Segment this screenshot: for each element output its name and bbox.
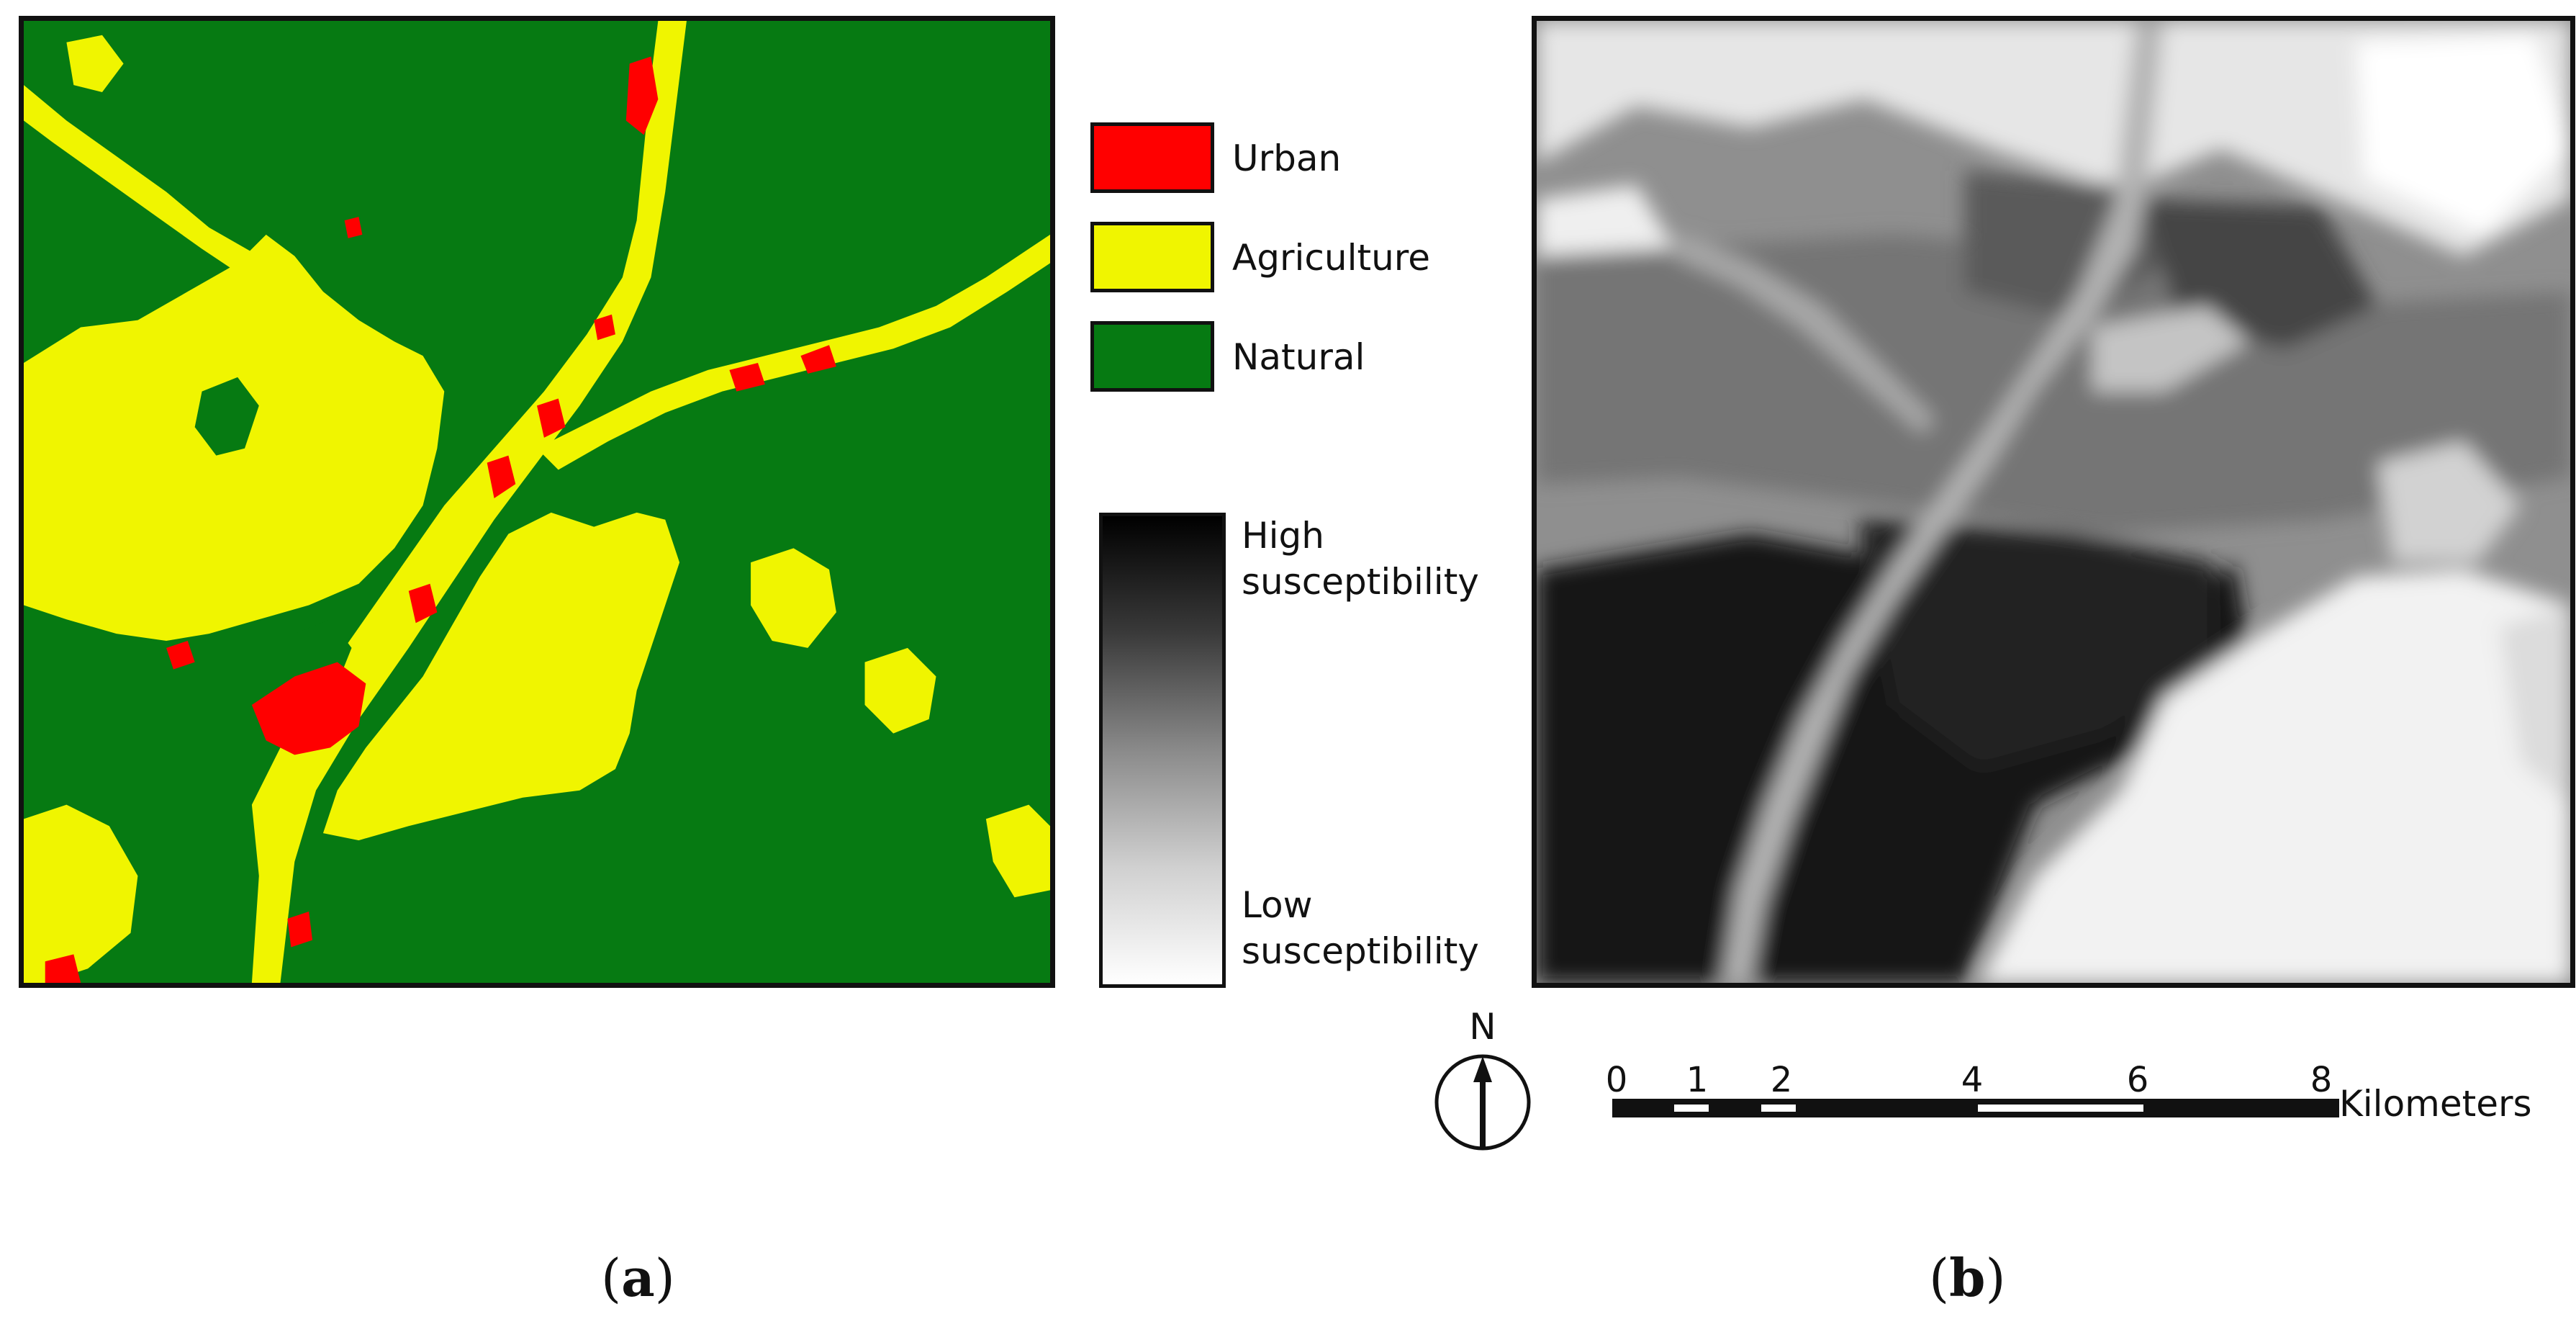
caption-a-letter: a [621,1247,655,1308]
legend-label-urban: Urban [1232,138,1342,179]
caption-b-open: ( [1929,1248,1950,1308]
gradient-low-line2: susceptibility [1242,930,1479,972]
susceptibility-gradient-bar [1099,513,1226,988]
legend-swatch-natural [1090,321,1214,392]
gradient-low-line1: Low [1242,884,1313,926]
scale-unit-label: Kilometers [2339,1083,2532,1125]
caption-a: (a) [601,1247,675,1308]
north-label: N [1469,1006,1496,1048]
caption-a-close: ) [654,1248,675,1308]
caption-b-close: ) [1985,1248,2006,1308]
legend-label-agriculture: Agriculture [1232,237,1430,279]
scale-tick-0: 0 [1605,1060,1628,1100]
land-use-map-graphic [24,21,1050,983]
gradient-high-line1: High [1242,515,1324,557]
scale-tick-4: 4 [1961,1060,1984,1100]
north-arrow-icon: N [1434,1006,1531,1151]
scale-tick-8: 8 [2310,1060,2333,1100]
scale-bar-graphic [1612,1099,2339,1117]
caption-b-letter: b [1949,1247,1986,1308]
susceptibility-map-graphic [1537,21,2570,983]
gradient-high-line2: susceptibility [1242,561,1479,603]
scale-bar [1605,1057,2555,1122]
caption-b: (b) [1929,1247,2006,1308]
gradient-high-label: High susceptibility [1242,513,1479,605]
scale-tick-6: 6 [2126,1060,2149,1100]
legend-swatch-agriculture [1090,222,1214,292]
gradient-low-label: Low susceptibility [1242,882,1479,974]
land-use-map [19,16,1055,988]
caption-a-open: ( [601,1248,622,1308]
north-arrow: N [1429,1004,1537,1156]
legend-swatch-urban [1090,122,1214,193]
scale-tick-1: 1 [1686,1060,1709,1100]
legend-label-natural: Natural [1232,336,1365,378]
susceptibility-map [1532,16,2575,988]
scale-tick-2: 2 [1770,1060,1793,1100]
